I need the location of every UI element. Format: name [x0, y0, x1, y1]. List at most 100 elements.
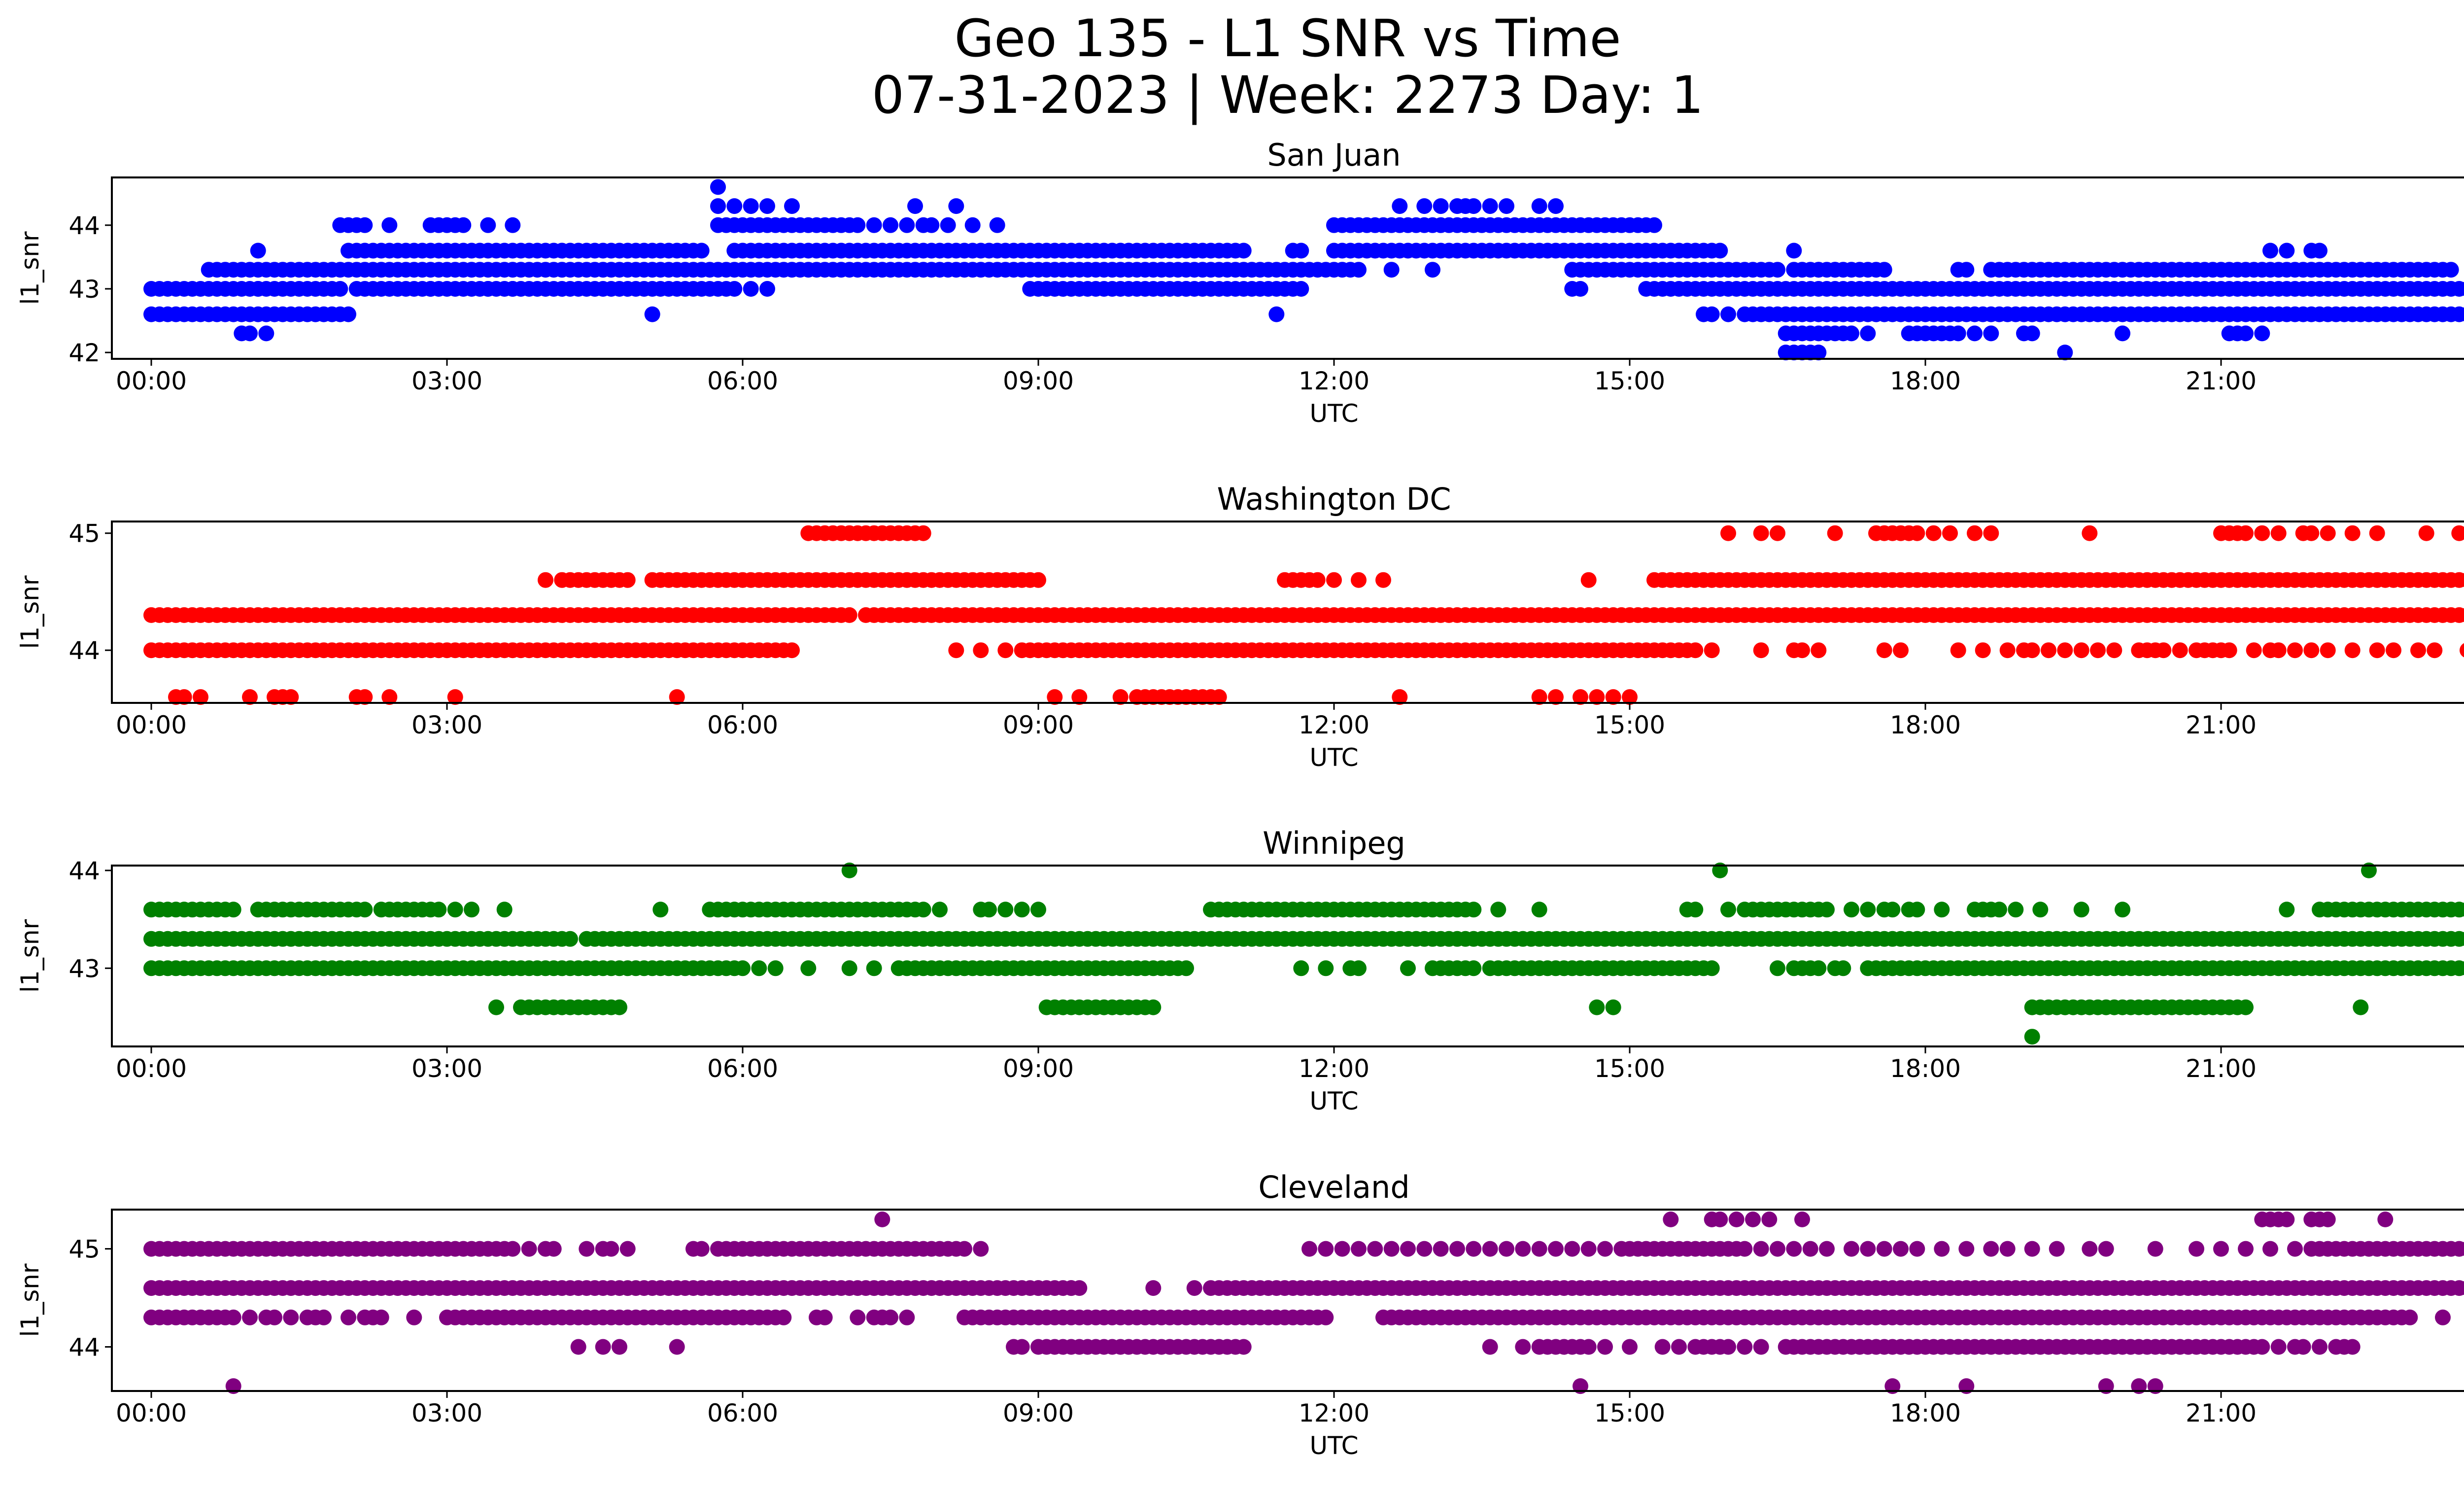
data-point: [1753, 525, 1769, 541]
y-tick-label: 44: [68, 857, 100, 885]
data-point: [381, 217, 398, 233]
panel-winnipeg: 00:00 03:00 06:00 09:00 12:00 15:00 18:00 21:00…: [16, 825, 2464, 1115]
data-point: [1293, 281, 1309, 297]
data-point: [2460, 902, 2464, 917]
data-point: [1375, 1309, 1391, 1325]
data-point: [242, 325, 258, 342]
y-tick-label: 42: [68, 339, 100, 367]
data-point: [505, 217, 521, 233]
data-point: [2402, 1309, 2418, 1325]
data-point: [2443, 262, 2459, 278]
data-point: [1925, 525, 1942, 541]
data-point: [883, 1309, 898, 1325]
data-point: [1827, 525, 1843, 541]
data-point: [283, 689, 299, 705]
data-point: [1490, 902, 1506, 918]
panel-title: San Juan: [1267, 137, 1401, 173]
data-point: [1573, 689, 1588, 705]
data-point: [1030, 902, 1046, 918]
data-point: [1860, 325, 1876, 342]
data-point: [1687, 642, 1704, 659]
data-point: [2082, 525, 2098, 541]
data-point: [997, 902, 1014, 918]
data-point: [1178, 281, 1194, 297]
data-point: [850, 217, 866, 233]
figure-title: Geo 135 - L1 SNR vs Time: [954, 8, 1621, 69]
data-point: [1466, 198, 1482, 214]
data-point: [505, 1241, 521, 1257]
data-point: [669, 1339, 685, 1355]
data-point: [225, 1309, 241, 1325]
data-point: [2041, 642, 2056, 659]
data-point: [817, 1309, 833, 1325]
data-point: [2451, 525, 2464, 541]
data-point: [2254, 325, 2270, 342]
data-point: [2238, 1241, 2254, 1257]
data-point: [431, 902, 447, 918]
data-point: [2073, 642, 2089, 659]
data-point: [743, 198, 759, 214]
data-point: [957, 1241, 972, 1257]
data-point: [1860, 1241, 1876, 1257]
x-tick-label: 21:00: [2186, 1399, 2257, 1427]
data-point: [538, 572, 553, 588]
data-point: [866, 217, 882, 233]
data-point: [316, 1309, 332, 1325]
data-point: [1580, 572, 1597, 588]
data-point: [1753, 1339, 1769, 1355]
data-point: [1047, 689, 1063, 705]
data-point: [1597, 1241, 1613, 1257]
data-point: [1466, 902, 1482, 918]
data-point: [2279, 1211, 2295, 1227]
data-point: [1531, 689, 1547, 705]
data-point: [2057, 345, 2073, 361]
data-point: [1967, 525, 1983, 541]
x-tick-label: 18:00: [1890, 1399, 1961, 1427]
data-point: [710, 179, 726, 195]
data-point: [2254, 525, 2270, 541]
data-point: [899, 217, 915, 233]
data-point: [1704, 306, 1720, 322]
data-point: [1811, 642, 1827, 659]
x-tick-label: 15:00: [1594, 1054, 1665, 1083]
data-point: [2172, 642, 2188, 659]
data-point: [759, 281, 775, 297]
data-point: [2344, 525, 2361, 541]
data-point: [784, 642, 800, 659]
data-point: [1145, 1280, 1162, 1296]
data-point: [1531, 198, 1547, 214]
x-tick-label: 03:00: [411, 1399, 482, 1427]
data-point: [2279, 902, 2295, 918]
x-axis-label: UTC: [1309, 1087, 1358, 1115]
data-point: [1654, 1339, 1671, 1355]
data-point: [1884, 902, 1901, 918]
data-point: [1482, 1241, 1498, 1257]
data-point: [2312, 243, 2327, 259]
x-tick-label: 03:00: [411, 1054, 482, 1083]
data-point: [883, 217, 898, 233]
x-axis-label: UTC: [1309, 743, 1358, 772]
data-point: [1375, 572, 1391, 588]
data-point: [1999, 642, 2016, 659]
data-point: [652, 902, 669, 918]
data-point: [964, 217, 981, 233]
data-point: [2049, 1241, 2065, 1257]
data-point: [1482, 198, 1498, 214]
y-tick-label: 43: [68, 275, 100, 304]
data-point: [2156, 642, 2172, 659]
data-point: [595, 1339, 611, 1355]
data-point: [1605, 689, 1621, 705]
y-axis-label: l1_snr: [16, 919, 44, 993]
data-point: [1318, 960, 1334, 976]
x-tick-label: 03:00: [411, 711, 482, 739]
data-point: [1466, 960, 1482, 976]
x-tick-label: 06:00: [707, 1054, 778, 1083]
data-point: [2460, 608, 2464, 623]
data-point: [1030, 572, 1046, 588]
panel-title: Cleveland: [1258, 1169, 1409, 1205]
data-point: [1309, 572, 1326, 588]
data-point: [1326, 572, 1342, 588]
data-point: [1663, 1211, 1679, 1227]
data-point: [2427, 642, 2443, 659]
